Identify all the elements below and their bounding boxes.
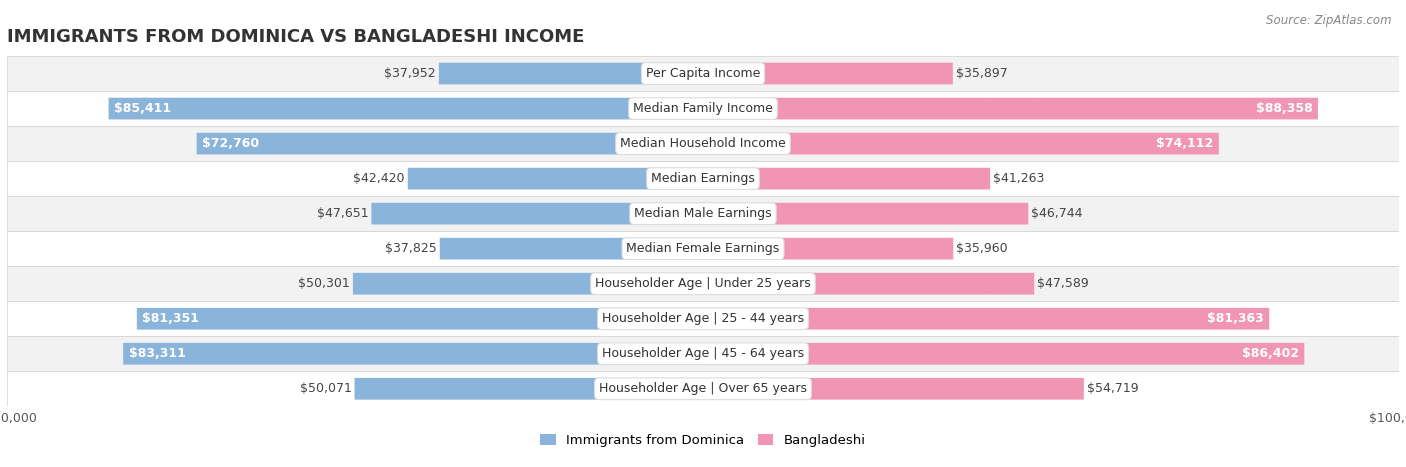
- Text: $37,825: $37,825: [385, 242, 437, 255]
- FancyBboxPatch shape: [408, 0, 703, 467]
- Text: $41,263: $41,263: [993, 172, 1045, 185]
- FancyBboxPatch shape: [703, 0, 1035, 467]
- Text: $74,112: $74,112: [1156, 137, 1213, 150]
- FancyBboxPatch shape: [703, 0, 1219, 467]
- FancyBboxPatch shape: [703, 0, 1028, 467]
- FancyBboxPatch shape: [703, 0, 1084, 467]
- Text: $54,719: $54,719: [1087, 382, 1139, 395]
- Text: $50,071: $50,071: [299, 382, 352, 395]
- FancyBboxPatch shape: [371, 0, 703, 467]
- Text: Median Female Earnings: Median Female Earnings: [627, 242, 779, 255]
- Text: $42,420: $42,420: [353, 172, 405, 185]
- Bar: [7, 161, 1399, 196]
- FancyBboxPatch shape: [108, 0, 703, 467]
- Bar: [7, 231, 1399, 266]
- Text: Median Household Income: Median Household Income: [620, 137, 786, 150]
- FancyBboxPatch shape: [703, 0, 990, 467]
- Text: Householder Age | Over 65 years: Householder Age | Over 65 years: [599, 382, 807, 395]
- Text: $35,897: $35,897: [956, 67, 1007, 80]
- FancyBboxPatch shape: [440, 0, 703, 467]
- Bar: [7, 91, 1399, 126]
- Text: $81,351: $81,351: [142, 312, 200, 325]
- Text: IMMIGRANTS FROM DOMINICA VS BANGLADESHI INCOME: IMMIGRANTS FROM DOMINICA VS BANGLADESHI …: [7, 28, 585, 46]
- Bar: [7, 336, 1399, 371]
- FancyBboxPatch shape: [703, 0, 953, 467]
- FancyBboxPatch shape: [703, 0, 1305, 467]
- Text: Median Family Income: Median Family Income: [633, 102, 773, 115]
- Text: Householder Age | 45 - 64 years: Householder Age | 45 - 64 years: [602, 347, 804, 360]
- Text: Householder Age | 25 - 44 years: Householder Age | 25 - 44 years: [602, 312, 804, 325]
- FancyBboxPatch shape: [439, 0, 703, 467]
- FancyBboxPatch shape: [353, 0, 703, 467]
- Text: Source: ZipAtlas.com: Source: ZipAtlas.com: [1267, 14, 1392, 27]
- Text: Householder Age | Under 25 years: Householder Age | Under 25 years: [595, 277, 811, 290]
- Text: $85,411: $85,411: [114, 102, 172, 115]
- FancyBboxPatch shape: [703, 0, 953, 467]
- Text: $35,960: $35,960: [956, 242, 1008, 255]
- FancyBboxPatch shape: [124, 0, 703, 467]
- Text: Median Male Earnings: Median Male Earnings: [634, 207, 772, 220]
- FancyBboxPatch shape: [197, 0, 703, 467]
- Bar: [7, 301, 1399, 336]
- Bar: [7, 196, 1399, 231]
- Text: Median Earnings: Median Earnings: [651, 172, 755, 185]
- Text: $86,402: $86,402: [1241, 347, 1299, 360]
- Text: $47,589: $47,589: [1038, 277, 1088, 290]
- Text: $88,358: $88,358: [1256, 102, 1312, 115]
- Bar: [7, 266, 1399, 301]
- Legend: Immigrants from Dominica, Bangladeshi: Immigrants from Dominica, Bangladeshi: [534, 429, 872, 452]
- Bar: [7, 126, 1399, 161]
- Text: $50,301: $50,301: [298, 277, 350, 290]
- FancyBboxPatch shape: [354, 0, 703, 467]
- Text: $46,744: $46,744: [1031, 207, 1083, 220]
- FancyBboxPatch shape: [136, 0, 703, 467]
- FancyBboxPatch shape: [703, 0, 1317, 467]
- Bar: [7, 371, 1399, 406]
- Text: $83,311: $83,311: [129, 347, 186, 360]
- Text: $72,760: $72,760: [202, 137, 259, 150]
- Text: $47,651: $47,651: [316, 207, 368, 220]
- Text: $81,363: $81,363: [1206, 312, 1264, 325]
- Bar: [7, 56, 1399, 91]
- Text: $37,952: $37,952: [384, 67, 436, 80]
- FancyBboxPatch shape: [703, 0, 1270, 467]
- Text: Per Capita Income: Per Capita Income: [645, 67, 761, 80]
